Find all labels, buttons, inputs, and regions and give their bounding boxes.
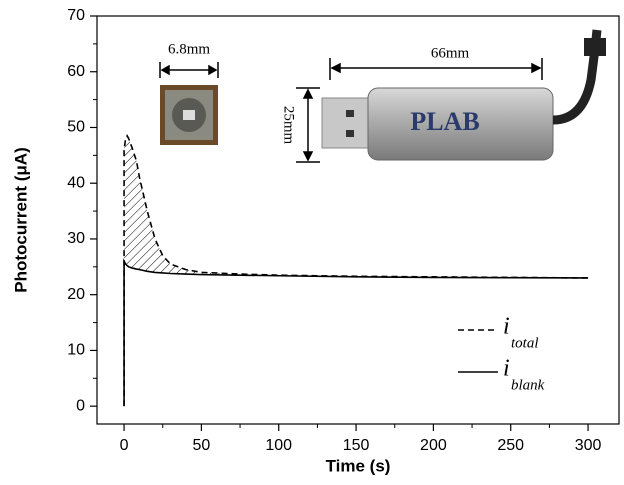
logo-text: PLAB xyxy=(410,107,479,136)
series-line xyxy=(123,134,589,407)
annotation: 25mm xyxy=(281,106,297,145)
x-tick-label: 250 xyxy=(497,437,524,454)
dimension-arrow xyxy=(296,58,543,163)
y-tick-label: 0 xyxy=(76,397,85,414)
x-tick-label: 50 xyxy=(193,437,211,454)
legend-label: blank xyxy=(511,377,545,393)
y-tick-label: 10 xyxy=(67,342,85,359)
y-tick-label: 30 xyxy=(67,230,85,247)
legend-symbol: i xyxy=(503,356,510,382)
series-line xyxy=(123,258,589,407)
y-tick-label: 40 xyxy=(67,174,85,191)
x-tick-label: 150 xyxy=(343,437,370,454)
legend-label: total xyxy=(511,335,539,351)
plot-frame xyxy=(96,15,620,425)
legend-symbol: i xyxy=(503,314,510,340)
y-tick-label: 50 xyxy=(67,119,85,136)
y-axis-label: Photocurrent (μA) xyxy=(11,147,30,292)
x-tick-label: 0 xyxy=(120,437,129,454)
y-tick-label: 20 xyxy=(67,286,85,303)
x-tick-label: 300 xyxy=(575,437,602,454)
y-tick-label: 60 xyxy=(67,63,85,80)
x-tick-label: 200 xyxy=(420,437,447,454)
usb-photo xyxy=(321,29,606,161)
annotation: 66mm xyxy=(431,45,470,61)
dimension-arrow xyxy=(159,62,219,78)
annotation: 6.8mm xyxy=(168,41,210,57)
y-tick-label: 70 xyxy=(67,7,85,24)
sensor-photo xyxy=(160,85,218,145)
x-tick-label: 100 xyxy=(265,437,292,454)
x-axis-label: Time (s) xyxy=(326,456,391,475)
